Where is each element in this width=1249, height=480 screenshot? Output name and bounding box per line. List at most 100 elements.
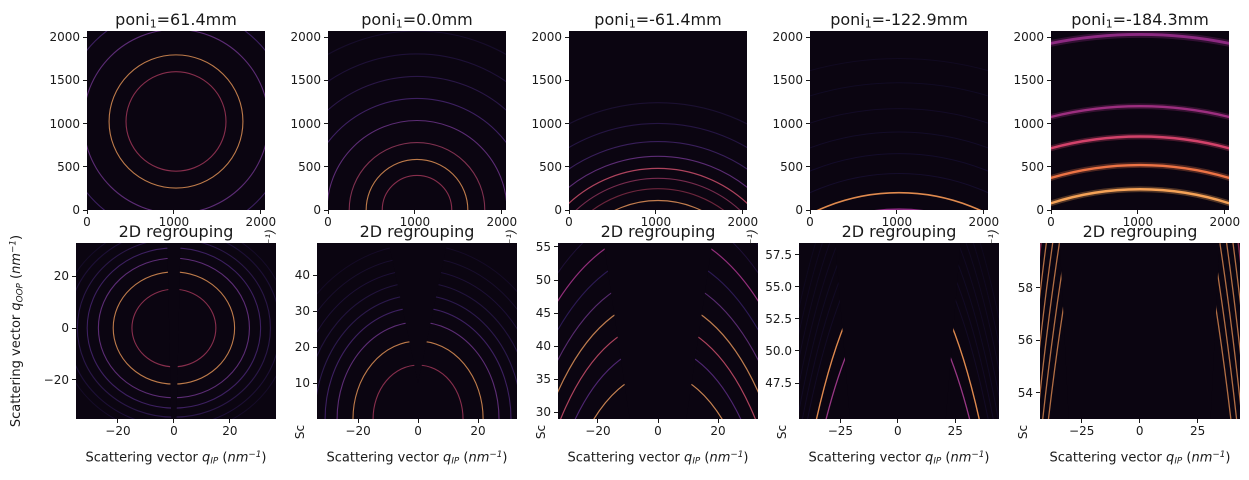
label-part: nm [468,450,490,466]
x-axis-label: Scattering vector qIP (nm−1) [327,450,508,467]
y-tick-label: 10 [294,376,310,391]
tick-mark [795,286,799,288]
y-tick-label: 54 [1017,385,1033,400]
y-tick-label: 1500 [1013,73,1044,88]
label-part: poni [594,10,629,29]
tick-mark [357,419,359,423]
tick-mark [1224,210,1226,214]
label-part: −1 [971,450,985,460]
label-part: IP [210,456,219,467]
x-tick-label: −20 [105,424,131,438]
x-tick-label: 1000 [399,215,431,229]
tick-mark [313,274,317,276]
tick-mark [806,166,810,168]
detector-panel-title-2: poni1=0.0mm [361,10,472,31]
label-part: poni [361,10,396,29]
tick-mark [565,209,569,211]
label-part: =-184.3mm [1112,10,1209,29]
label-part: ( [700,450,710,466]
x-tick-label: 0 [1047,215,1055,229]
tick-mark [1036,392,1040,394]
tick-mark [1139,419,1141,423]
x-tick-label: 0 [565,215,573,229]
tick-mark [229,419,231,423]
tick-mark [173,419,175,423]
x-tick-label: 0 [324,215,332,229]
y-tick-label: 1500 [290,73,321,88]
tick-mark [717,419,719,423]
x-tick-label: 25 [947,424,963,438]
y-tick-label: 0 [313,203,321,217]
y-axis-label-fragment-bottom: Sc [293,424,307,440]
label-part: poni [115,10,150,29]
label-part: ( [9,273,25,284]
tick-mark [313,382,317,384]
tick-mark [565,166,569,168]
ring-pattern-canvas [799,243,999,419]
label-part: IP [451,456,460,467]
label-part: q [202,450,211,466]
y-axis-label-fragment-top: ⁻¹) [263,229,277,245]
label-part: ( [1182,450,1192,466]
tick-mark [568,210,570,214]
y-tick-label: 2000 [49,30,80,45]
tick-mark [554,345,558,347]
tick-mark [554,279,558,281]
detector-panel-title-3: poni1=-61.4mm [594,10,721,31]
detector-panel-title-1: poni1=61.4mm [115,10,237,31]
label-part: =61.4mm [156,10,237,29]
label-part: −1 [489,450,503,460]
y-tick-label: 20 [294,340,310,355]
label-part: q [443,450,452,466]
tick-mark [597,419,599,423]
tick-mark [173,210,175,214]
y-tick-label: 0 [61,321,69,336]
x-tick-label: 0 [806,215,814,229]
y-tick-label: 1500 [531,73,562,88]
y-axis-label-fragment-top: ⁻¹) [986,229,1000,245]
y-axis-label-fragment-bottom: Sc [534,424,548,440]
label-part: IP [933,456,942,467]
tick-mark [86,210,88,214]
x-axis-label: Scattering vector qIP (nm−1) [86,450,267,467]
label-part: −1 [8,239,19,253]
tick-mark [897,419,899,423]
y-tick-label: 1000 [1013,116,1044,131]
ring-pattern-canvas [1051,31,1229,210]
ring-pattern-canvas [558,243,758,419]
x-tick-label: 1000 [881,215,913,229]
y-tick-label: 500 [780,159,803,174]
tick-mark [1047,36,1051,38]
y-tick-label: 2000 [1013,30,1044,45]
y-tick-label: 50.0 [765,343,792,358]
x-tick-label: 1000 [158,215,190,229]
tick-mark [324,166,328,168]
y-tick-label: 1000 [772,116,803,131]
label-part: nm [950,450,972,466]
label-part: ( [218,450,228,466]
tick-mark [1137,210,1139,214]
tick-mark [117,419,119,423]
tick-mark [657,419,659,423]
tick-mark [324,209,328,211]
label-part: Scattering vector [326,450,444,466]
x-tick-label: 2000 [486,215,518,229]
tick-mark [1036,287,1040,289]
y-tick-label: 30 [535,405,551,420]
y-tick-label: 47.5 [765,376,792,391]
y-tick-label: 500 [1021,159,1044,174]
y-tick-label: 0 [1036,203,1044,217]
y-tick-label: 30 [294,304,310,319]
label-part: ( [941,450,951,466]
label-part: 1 [149,17,157,31]
tick-mark [565,123,569,125]
label-part: Scattering vector [1049,450,1167,466]
tick-mark [896,210,898,214]
x-tick-label: 0 [414,424,422,438]
tick-mark [1036,339,1040,341]
ring-pattern-canvas [76,243,276,419]
tick-mark [72,327,76,329]
tick-mark [742,210,744,214]
y-tick-label: 2000 [290,30,321,45]
label-part: nm [709,450,731,466]
